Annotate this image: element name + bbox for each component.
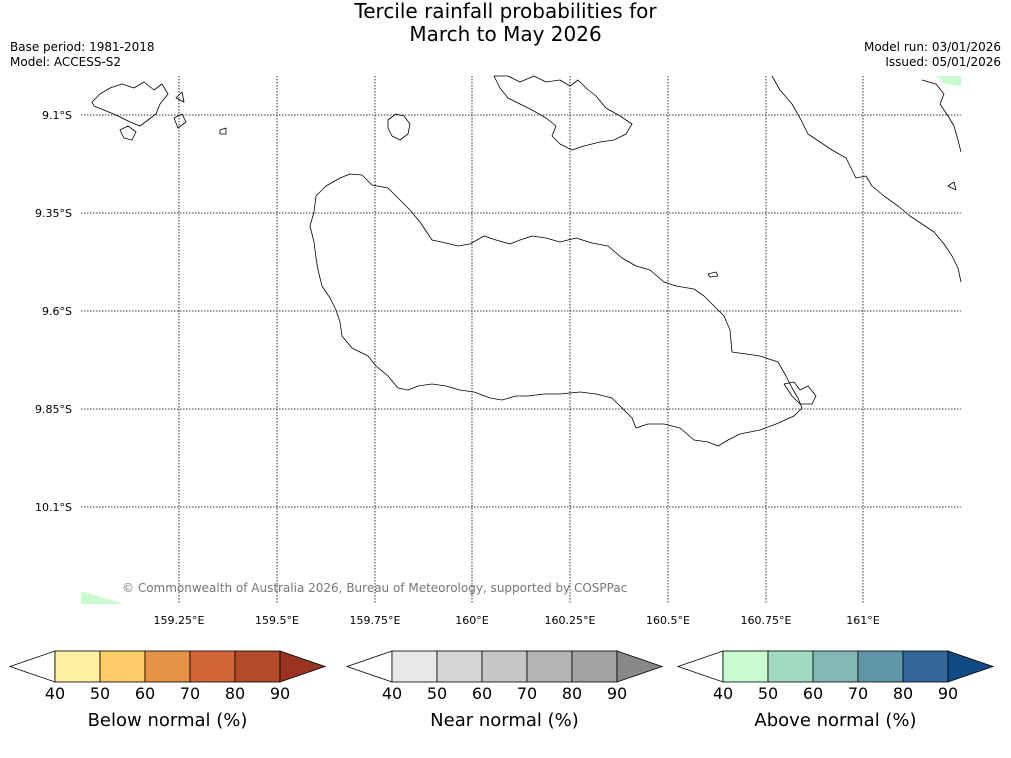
colorbar-below-tick-70: 70 (180, 684, 200, 703)
lon-label-5: 160.25°E (545, 614, 596, 627)
meta-right: Model run: 03/01/2026 Issued: 05/01/2026 (864, 40, 1001, 70)
colorbar-below-segment-1 (54, 650, 101, 683)
graticule (81, 76, 961, 604)
title-line-1: Tercile rainfall probabilities for (354, 0, 657, 23)
colorbar-near-tick-70: 70 (517, 684, 537, 703)
colorbar-below-tick-90: 90 (270, 684, 290, 703)
colorbar-below-tick-40: 40 (45, 684, 65, 703)
northwest-islet-b (173, 113, 187, 129)
meta-left: Base period: 1981-2018 Model: ACCESS-S2 (10, 40, 155, 70)
lat-label-5: 10.1°S (35, 501, 72, 514)
colorbar-near-tick-90: 90 (607, 684, 627, 703)
colorbar-above-normal: 40 50 60 70 80 90 Above normal (%) (676, 650, 995, 731)
colorbar-below-segment-3 (144, 650, 191, 683)
map-area: 9.1°S 9.35°S 9.6°S 9.85°S 10.1°S 159.25°… (35, 75, 962, 627)
colorbar-below-segment-2 (99, 650, 146, 683)
colorbar-below-tick-60: 60 (135, 684, 155, 703)
colorbar-above-tick-90: 90 (938, 684, 958, 703)
colorbar-near-segment-3 (481, 650, 528, 683)
colorbar-above-tick-70: 70 (848, 684, 868, 703)
lon-label-6: 160.5°E (646, 614, 690, 627)
colorbar-below-segment-5 (234, 650, 281, 683)
above-normal-patch-bottom-left (81, 591, 124, 604)
colorbar-near-segment-1 (391, 650, 438, 683)
colorbar-near-tick-60: 60 (472, 684, 492, 703)
colorbar-near-segment-2 (436, 650, 483, 683)
small-islet-2 (387, 113, 411, 141)
lon-label-8: 161°E (846, 614, 879, 627)
colorbar-below-extend-high (279, 650, 327, 683)
colorbar-near-tick-50: 50 (427, 684, 447, 703)
colorbar-below-tick-50: 50 (90, 684, 110, 703)
lon-label-1: 159.25°E (154, 614, 205, 627)
colorbar-above-segment-2 (767, 650, 814, 683)
colorbar-above-title: Above normal (%) (754, 710, 916, 731)
colorbar-below-normal: 40 50 60 70 80 90 Below normal (%) (8, 650, 327, 731)
east-tip-islets (783, 381, 817, 405)
lon-label-7: 160.75°E (741, 614, 792, 627)
coastlines (91, 75, 962, 447)
colorbar-near-segment-4 (526, 650, 573, 683)
lat-label-1: 9.1°S (42, 109, 72, 122)
base-period-label: Base period: 1981-2018 (10, 40, 155, 54)
northwest-islands (91, 81, 169, 127)
colorbar-above-segment-1 (722, 650, 769, 683)
copyright-notice: © Commonwealth of Australia 2026, Bureau… (122, 581, 627, 595)
colorbar-above-segment-4 (857, 650, 904, 683)
colorbar-near-title: Near normal (%) (430, 710, 579, 731)
lon-label-2: 159.5°E (255, 614, 299, 627)
malaita-coastline (771, 75, 962, 283)
colorbar-near-extend-high (616, 650, 664, 683)
colorbar-near-normal: 40 50 60 70 80 90 Near normal (%) (345, 650, 664, 731)
northwest-islet-d (219, 127, 227, 135)
colorbar-below-title: Below normal (%) (88, 710, 248, 731)
model-run-label: Model run: 03/01/2026 (863, 40, 1001, 54)
colorbar-near-tick-40: 40 (382, 684, 402, 703)
lon-label-4: 160°E (455, 614, 488, 627)
northwest-islet-c (175, 91, 185, 103)
malaita-islet (947, 181, 957, 191)
colorbar-below-extend-low (8, 650, 56, 683)
colorbar-above-tick-40: 40 (713, 684, 733, 703)
above-normal-patch-top-right (936, 76, 961, 86)
title-line-2: March to May 2026 (409, 22, 602, 46)
colorbar-above-segment-3 (812, 650, 859, 683)
colorbar-near-segment-5 (571, 650, 618, 683)
malaita-north-coast (921, 79, 962, 153)
map-title: Tercile rainfall probabilities for March… (0, 0, 1011, 46)
colorbar-below-segment-4 (189, 650, 236, 683)
lat-label-4: 9.85°S (35, 403, 72, 416)
small-islet-1 (707, 271, 719, 278)
colorbar-above-tick-80: 80 (893, 684, 913, 703)
florida-islands (493, 75, 633, 151)
colorbar-above-tick-50: 50 (758, 684, 778, 703)
colorbar-near-tick-80: 80 (562, 684, 582, 703)
northwest-islet-a (119, 125, 137, 141)
guadalcanal-coastline (309, 173, 803, 447)
colorbars: 40 50 60 70 80 90 Below normal (%) 40 50 60 70 80 9… (8, 650, 995, 731)
colorbar-above-extend-high (947, 650, 995, 683)
colorbar-below-tick-80: 80 (225, 684, 245, 703)
colorbar-above-segment-5 (902, 650, 949, 683)
colorbar-near-extend-low (345, 650, 393, 683)
lon-label-3: 159.75°E (350, 614, 401, 627)
colorbar-above-tick-60: 60 (803, 684, 823, 703)
lat-label-2: 9.35°S (35, 207, 72, 220)
lat-label-3: 9.6°S (42, 305, 72, 318)
issued-label: Issued: 05/01/2026 (885, 55, 1001, 69)
colorbar-above-extend-low (676, 650, 724, 683)
model-label: Model: ACCESS-S2 (10, 55, 122, 69)
